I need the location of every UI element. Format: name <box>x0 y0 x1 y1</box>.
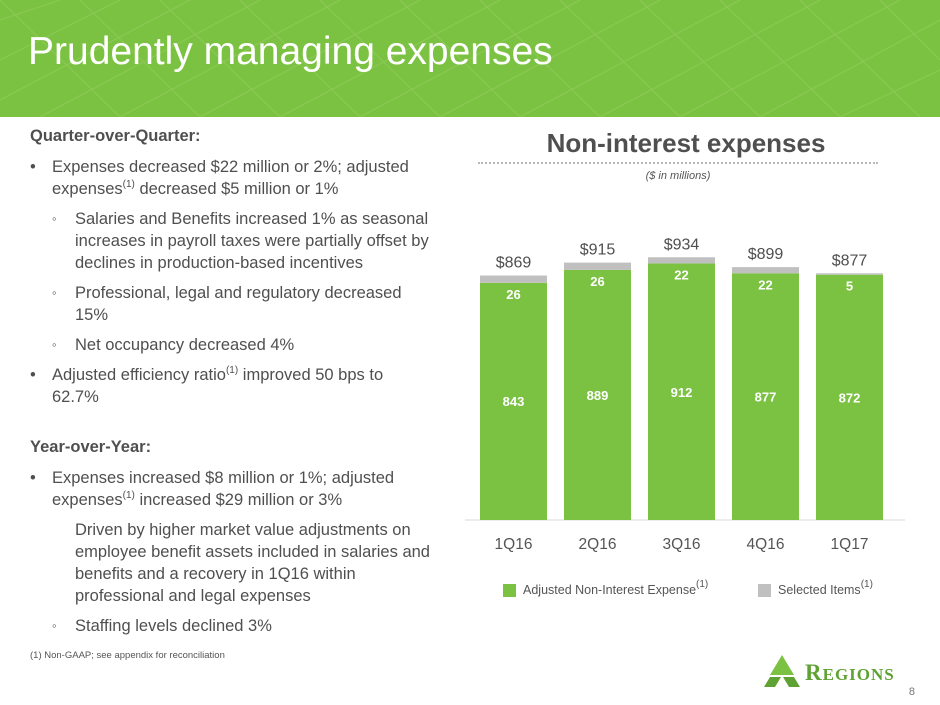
bar-adjusted-3Q16 <box>648 263 715 520</box>
yoy-bullet-expenses: Expenses increased $8 million or 1%; adj… <box>30 467 430 511</box>
bar-adjusted-4Q16 <box>732 273 799 520</box>
regions-triangle-logo-icon <box>764 655 800 687</box>
data-label-adjusted-1Q17: 872 <box>839 390 861 405</box>
legend-item-selected: Selected Items(1) <box>778 580 873 598</box>
page-title: Prudently managing expenses <box>28 30 553 73</box>
legend-label-adjusted: Adjusted Non-Interest Expense <box>523 583 697 597</box>
data-label-selected-4Q16: 22 <box>758 277 772 292</box>
commentary-panel: Quarter-over-Quarter: Expenses decreased… <box>30 125 430 645</box>
stacked-bar-chart: 843 26 $869 1Q16 889 26 $915 2Q16 912 22 $934 3Q16 8… <box>465 236 905 553</box>
qoq-sub-occupancy: Net occupancy decreased 4% <box>30 334 430 356</box>
qoq-heading: Quarter-over-Quarter: <box>30 127 201 145</box>
bar-selected-4Q16 <box>732 267 799 274</box>
qoq-sub-professional: Professional, legal and regulatory decre… <box>30 282 430 326</box>
logo-initial: R <box>805 660 823 685</box>
qoq-sub-salaries: Salaries and Benefits increased 1% as se… <box>30 208 430 274</box>
x-tick-2Q16: 2Q16 <box>579 536 617 553</box>
yoy-heading: Year-over-Year: <box>30 438 152 456</box>
qoq-bullet-expenses-text-end: decreased $5 million or 1% <box>134 180 339 198</box>
yoy-sub-driven: Driven by higher market value adjustment… <box>75 521 430 605</box>
bar-selected-1Q16 <box>480 275 547 283</box>
regions-logo-wordmark: REGIONS <box>805 660 895 686</box>
legend-marker: (1) <box>860 579 873 590</box>
banner-leaf-pattern <box>0 0 940 117</box>
legend-swatch-selected <box>758 584 771 597</box>
qoq-bullet-expenses: Expenses decreased $22 million or 2%; ad… <box>30 156 430 200</box>
data-label-adjusted-3Q16: 912 <box>671 385 693 400</box>
data-label-selected-3Q16: 22 <box>674 267 688 282</box>
legend-label-selected: Selected Items <box>778 583 861 597</box>
x-tick-3Q16: 3Q16 <box>663 536 701 553</box>
page-number: 8 <box>908 686 915 698</box>
legend-item-adjusted: Adjusted Non-Interest Expense(1) <box>523 580 708 598</box>
total-label-1Q17: $877 <box>832 252 868 269</box>
qoq-bullet-expenses-text: Expenses decreased $22 million or 2%; ad… <box>52 158 409 198</box>
qoq-bullet-efficiency: Adjusted efficiency ratio(1) improved 50… <box>30 364 430 408</box>
legend-marker: (1) <box>696 579 709 590</box>
qoq-bullet-efficiency-text: Adjusted efficiency ratio <box>52 366 226 384</box>
chart-subtitle: ($ in millions) <box>645 170 711 182</box>
header-banner: Prudently managing expenses <box>0 0 940 117</box>
bar-adjusted-1Q17 <box>816 274 883 520</box>
footnote-marker: (1) <box>122 490 135 501</box>
bar-selected-2Q16 <box>564 262 631 270</box>
yoy-bullet-expenses-text: Expenses increased $8 million or 1%; adj… <box>52 469 395 509</box>
title-divider <box>478 162 878 164</box>
footnote-marker: (1) <box>225 365 239 376</box>
bar-selected-3Q16 <box>648 257 715 264</box>
data-label-adjusted-4Q16: 877 <box>755 390 777 405</box>
bar-adjusted-2Q16 <box>564 269 631 520</box>
x-tick-4Q16: 4Q16 <box>747 536 785 553</box>
chart-legend: Adjusted Non-Interest Expense(1) Selecte… <box>503 580 903 603</box>
total-label-2Q16: $915 <box>580 242 616 259</box>
logo-rest: EGIONS <box>822 665 895 684</box>
total-label-1Q16: $869 <box>496 255 532 272</box>
yoy-bullet-expenses-text-end: increased $29 million or 3% <box>134 491 343 509</box>
yoy-sub-staffing: Staffing levels declined 3% <box>30 615 430 637</box>
chart-title: Non-interest expenses <box>546 128 826 158</box>
data-label-adjusted-2Q16: 889 <box>587 388 609 403</box>
data-label-selected-2Q16: 26 <box>590 274 604 289</box>
qoq-bullet-efficiency-text-end: improved 50 bps to 62.7% <box>52 366 384 406</box>
total-label-3Q16: $934 <box>664 236 700 253</box>
data-label-adjusted-1Q16: 843 <box>503 394 525 409</box>
data-label-selected-1Q16: 26 <box>506 287 520 302</box>
legend-swatch-adjusted <box>503 584 516 597</box>
bar-adjusted-1Q16 <box>480 282 547 520</box>
footnote-marker: (1) <box>122 179 135 190</box>
total-label-4Q16: $899 <box>748 246 784 263</box>
x-tick-1Q16: 1Q16 <box>495 536 533 553</box>
footnote: (1) Non-GAAP; see appendix for reconcili… <box>30 650 225 661</box>
data-label-selected-1Q17: 5 <box>846 279 853 294</box>
bar-selected-1Q17 <box>816 273 883 275</box>
x-tick-1Q17: 1Q17 <box>831 536 869 553</box>
